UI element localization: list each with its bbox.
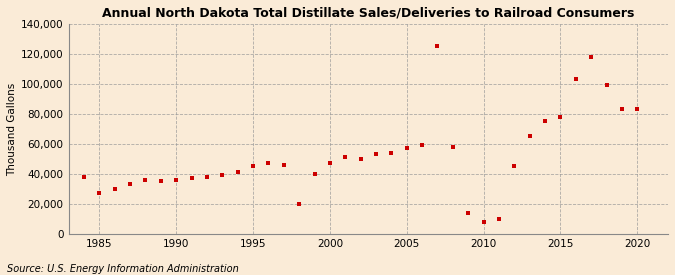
Point — [171, 178, 182, 182]
Point — [340, 155, 351, 160]
Point — [186, 176, 197, 181]
Point — [463, 211, 474, 215]
Point — [432, 44, 443, 49]
Point — [524, 134, 535, 139]
Point — [155, 179, 166, 184]
Point — [448, 145, 458, 149]
Point — [371, 152, 381, 157]
Point — [601, 83, 612, 88]
Point — [386, 151, 397, 155]
Point — [540, 119, 551, 124]
Point — [140, 178, 151, 182]
Point — [416, 143, 427, 148]
Text: Source: U.S. Energy Information Administration: Source: U.S. Energy Information Administ… — [7, 264, 238, 274]
Title: Annual North Dakota Total Distillate Sales/Deliveries to Railroad Consumers: Annual North Dakota Total Distillate Sal… — [102, 7, 634, 20]
Point — [202, 175, 213, 179]
Point — [555, 115, 566, 119]
Point — [278, 163, 289, 167]
Point — [616, 107, 627, 112]
Point — [570, 77, 581, 82]
Point — [125, 182, 136, 187]
Point — [248, 164, 259, 169]
Point — [109, 187, 120, 191]
Point — [632, 107, 643, 112]
Point — [78, 175, 89, 179]
Point — [402, 146, 412, 151]
Point — [232, 170, 243, 175]
Point — [294, 202, 304, 206]
Y-axis label: Thousand Gallons: Thousand Gallons — [7, 82, 17, 175]
Point — [263, 161, 274, 166]
Point — [309, 172, 320, 176]
Point — [586, 55, 597, 59]
Point — [355, 157, 366, 161]
Point — [217, 173, 227, 178]
Point — [325, 161, 335, 166]
Point — [509, 164, 520, 169]
Point — [493, 217, 504, 221]
Point — [478, 220, 489, 224]
Point — [94, 191, 105, 196]
